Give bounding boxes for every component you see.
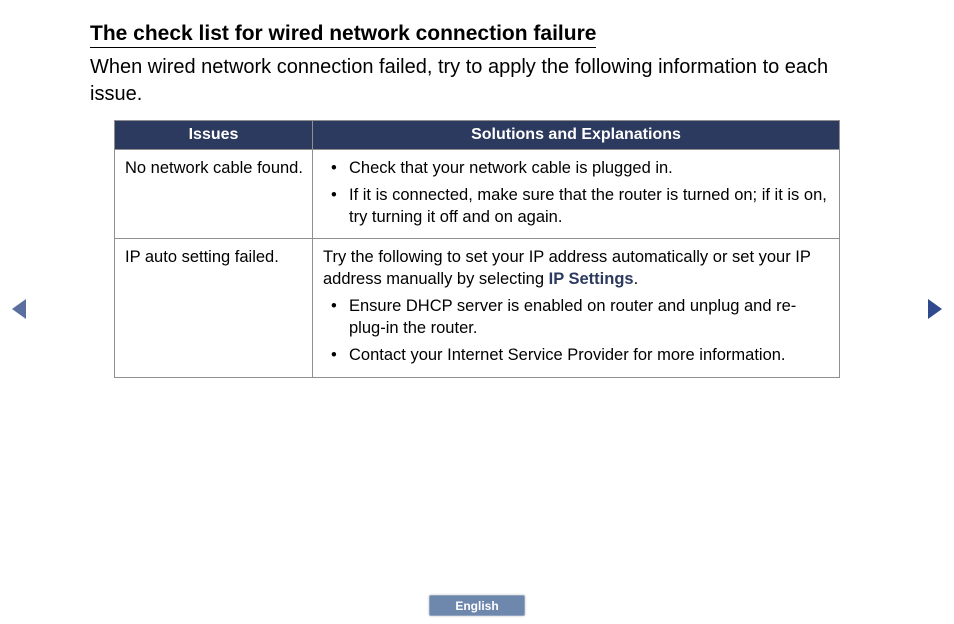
manual-page: The check list for wired network connect… (0, 0, 954, 624)
table-row: No network cable found. Check that your … (115, 150, 840, 239)
issue-cell: IP auto setting failed. (115, 239, 313, 377)
section-title: The check list for wired network connect… (90, 22, 596, 48)
lead-post: . (634, 270, 639, 288)
triangle-left-icon (10, 298, 28, 320)
lead-text: Try the following to set your IP address… (323, 247, 829, 290)
solution-cell: Try the following to set your IP address… (313, 239, 840, 377)
intro-text: When wired network connection failed, tr… (90, 54, 864, 108)
prev-page-button[interactable] (10, 298, 28, 325)
ip-settings-link[interactable]: IP Settings (549, 270, 634, 288)
triangle-right-icon (926, 298, 944, 320)
bullet-item: Ensure DHCP server is enabled on router … (323, 296, 829, 339)
bullet-item: Check that your network cable is plugged… (323, 158, 829, 179)
troubleshooting-table: Issues Solutions and Explanations No net… (114, 120, 840, 378)
next-page-button[interactable] (926, 298, 944, 325)
language-badge[interactable]: English (429, 595, 525, 616)
th-issues: Issues (115, 121, 313, 150)
table-row: IP auto setting failed. Try the followin… (115, 239, 840, 377)
solution-cell: Check that your network cable is plugged… (313, 150, 840, 239)
bullet-item: Contact your Internet Service Provider f… (323, 345, 829, 366)
th-solutions: Solutions and Explanations (313, 121, 840, 150)
language-label: English (455, 599, 498, 613)
bullet-item: If it is connected, make sure that the r… (323, 185, 829, 228)
troubleshooting-table-wrap: Issues Solutions and Explanations No net… (90, 120, 864, 378)
issue-cell: No network cable found. (115, 150, 313, 239)
